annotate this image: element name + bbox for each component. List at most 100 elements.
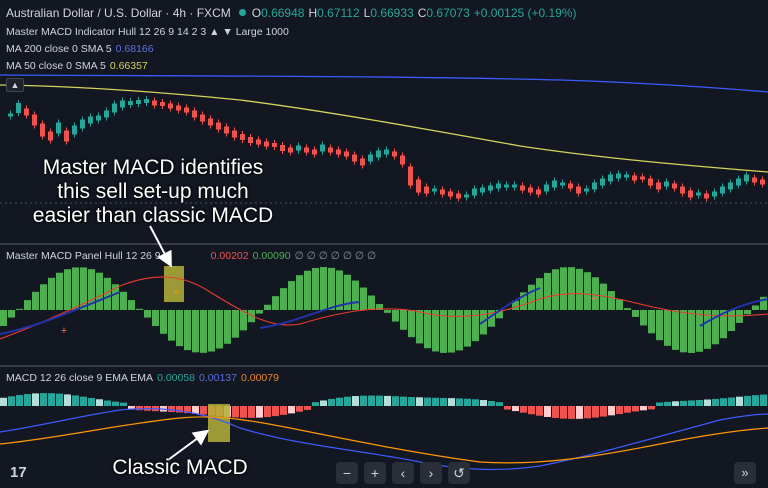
candle-body bbox=[152, 100, 157, 106]
ma50-legend[interactable]: MA 50 close 0 SMA 5 0.66357 bbox=[6, 60, 148, 72]
candle-body bbox=[112, 103, 117, 113]
candle-body bbox=[400, 155, 405, 165]
histogram-bar bbox=[584, 272, 591, 310]
master-indicator-legend[interactable]: Master MACD Indicator Hull 12 26 9 14 2 … bbox=[6, 26, 289, 38]
price-chart[interactable] bbox=[0, 0, 768, 244]
candle-body bbox=[576, 186, 581, 194]
candle-body bbox=[672, 183, 677, 189]
candle-body bbox=[288, 147, 293, 153]
master-macd-chart[interactable]: + + + bbox=[0, 244, 768, 366]
reset-chart-button[interactable]: ↺ bbox=[448, 462, 470, 484]
go-to-latest-button[interactable]: » bbox=[734, 462, 756, 484]
macd-histogram-bar bbox=[48, 393, 55, 406]
macd-histogram-bar bbox=[104, 400, 111, 406]
histogram-bar bbox=[408, 310, 415, 338]
macd-histogram-bar bbox=[672, 401, 679, 406]
histogram-bar bbox=[248, 310, 255, 323]
histogram-bar bbox=[616, 299, 623, 310]
macd-histogram-bar bbox=[336, 397, 343, 406]
chart-navigation-toolbar: − + ‹ › ↺ bbox=[336, 462, 470, 484]
histogram-bar bbox=[640, 310, 647, 326]
classic-macd-chart[interactable] bbox=[0, 366, 768, 488]
collapse-legend-button[interactable]: ▲ bbox=[6, 78, 24, 92]
histogram-bar bbox=[544, 272, 551, 310]
macd-histogram-bar bbox=[736, 396, 743, 406]
histogram-bar bbox=[104, 277, 111, 310]
macd-histogram-bar bbox=[168, 406, 175, 413]
histogram-bar bbox=[456, 310, 463, 351]
histogram-bar bbox=[40, 284, 47, 310]
scroll-left-button[interactable]: ‹ bbox=[392, 462, 414, 484]
candle-body bbox=[704, 193, 709, 199]
candle-body bbox=[656, 182, 661, 190]
trend-line bbox=[0, 287, 768, 335]
zoom-out-button[interactable]: − bbox=[336, 462, 358, 484]
macd-histogram-bar bbox=[128, 406, 135, 410]
master-macd-legend[interactable]: Master MACD Panel Hull 12 26 9 0.00202 0.0… bbox=[6, 250, 377, 262]
macd-histogram-bar bbox=[744, 395, 751, 406]
histogram-bar bbox=[384, 310, 391, 313]
candle-body bbox=[616, 173, 621, 179]
candle-body bbox=[120, 100, 125, 108]
candle-body bbox=[720, 186, 725, 194]
candle-body bbox=[480, 187, 485, 193]
candle-body bbox=[368, 154, 373, 162]
macd-histogram-bar bbox=[328, 398, 335, 406]
price-pane[interactable]: Australian Dollar / U.S. Dollar · 4h · F… bbox=[0, 0, 768, 244]
classic-macd-pane[interactable]: MACD 12 26 close 9 EMA EMA 0.00058 0.00137… bbox=[0, 366, 768, 488]
pane-separator[interactable] bbox=[0, 243, 768, 245]
candle-body bbox=[232, 130, 237, 138]
histogram-bar bbox=[424, 310, 431, 349]
macd-histogram-bar bbox=[424, 397, 431, 406]
histogram-bar bbox=[136, 308, 143, 310]
zoom-in-button[interactable]: + bbox=[364, 462, 386, 484]
macd-histogram-bar bbox=[312, 402, 319, 406]
histogram-bar bbox=[752, 305, 759, 310]
candle-body bbox=[512, 184, 517, 188]
macd-histogram-bar bbox=[280, 406, 287, 415]
candle-body bbox=[632, 175, 637, 181]
histogram-bar bbox=[256, 310, 263, 314]
histogram-bar bbox=[568, 267, 575, 310]
candle-body bbox=[736, 178, 741, 186]
macd-histogram-bar bbox=[264, 406, 271, 418]
histogram-bar bbox=[448, 310, 455, 353]
candle-body bbox=[696, 192, 701, 196]
histogram-bar bbox=[760, 296, 767, 310]
macd-histogram-bar bbox=[136, 406, 143, 411]
macd-histogram-bar bbox=[80, 396, 87, 406]
candle-body bbox=[320, 144, 325, 152]
candle-body bbox=[328, 147, 333, 153]
candle-body bbox=[584, 188, 589, 192]
candle-body bbox=[640, 176, 645, 180]
histogram-bar bbox=[328, 267, 335, 310]
histogram-bar bbox=[88, 269, 95, 310]
candle-body bbox=[224, 126, 229, 134]
histogram-bar bbox=[496, 310, 503, 319]
macd-histogram-bar bbox=[464, 398, 471, 406]
histogram-bar bbox=[592, 277, 599, 310]
macd-histogram-bar bbox=[544, 406, 551, 417]
classic-macd-legend[interactable]: MACD 12 26 close 9 EMA EMA 0.00058 0.00137… bbox=[6, 372, 279, 384]
master-macd-annotation: Master MACD identifies this sell set-up … bbox=[32, 156, 274, 227]
macd-histogram-bar bbox=[112, 401, 119, 406]
histogram-bar bbox=[152, 310, 159, 327]
pane-separator[interactable] bbox=[0, 365, 768, 367]
macd-histogram-bar bbox=[256, 406, 263, 418]
scroll-right-button[interactable]: › bbox=[420, 462, 442, 484]
macd-histogram-bar bbox=[664, 401, 671, 406]
histogram-bar bbox=[376, 304, 383, 310]
macd-histogram-bar bbox=[600, 406, 607, 417]
macd-histogram-bar bbox=[352, 396, 359, 406]
histogram-bar bbox=[192, 310, 199, 353]
tradingview-logo-icon[interactable]: 17 bbox=[10, 464, 27, 481]
histogram-bar bbox=[368, 295, 375, 310]
macd-histogram-bar bbox=[592, 406, 599, 418]
master-macd-pane[interactable]: + + + Master MACD Panel Hull 12 26 9 0.0020… bbox=[0, 244, 768, 366]
histogram-bar bbox=[120, 291, 127, 310]
histogram-bar bbox=[400, 310, 407, 330]
candle-body bbox=[416, 179, 421, 193]
histogram-bar bbox=[200, 310, 207, 353]
candle-body bbox=[504, 184, 509, 188]
ma200-legend[interactable]: MA 200 close 0 SMA 5 0.68166 bbox=[6, 43, 154, 55]
